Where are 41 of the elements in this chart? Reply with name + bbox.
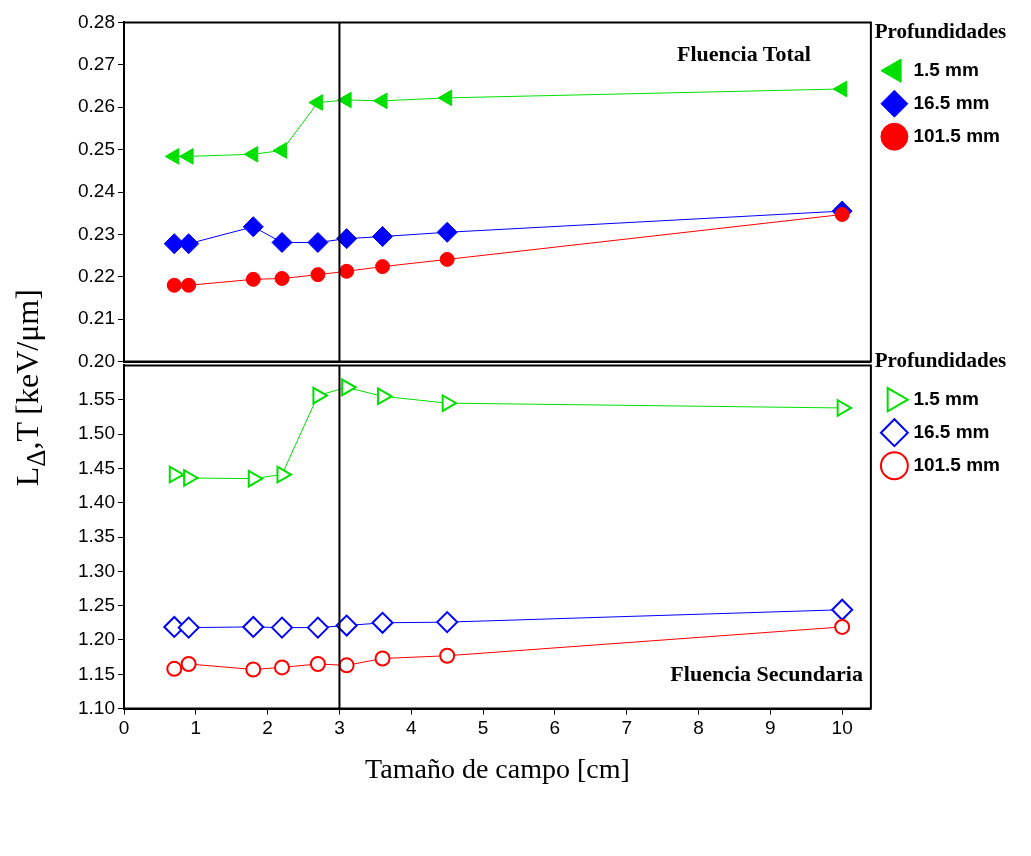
legend-label: 16.5 mm	[913, 91, 990, 113]
y-tick-label: 1.55	[78, 387, 115, 409]
legend-label: 101.5 mm	[913, 124, 1001, 146]
x-tick-label: 0	[118, 717, 130, 739]
y-tick-label: 1.30	[78, 559, 115, 581]
legend-label: 1.5 mm	[913, 58, 979, 80]
y-tick-label: 1.25	[78, 593, 115, 615]
legend-label: 1.5 mm	[913, 387, 979, 409]
y-tick-label: 0.22	[78, 265, 115, 287]
legend-title: Profundidades	[874, 347, 1007, 372]
legend-label: 16.5 mm	[913, 420, 990, 442]
x-tick-label: 10	[831, 717, 853, 739]
y-tick-label: 0.25	[78, 137, 115, 159]
y-tick-label: 0.24	[78, 180, 116, 202]
y-tick-label: 1.45	[78, 456, 115, 478]
y-tick-label: 1.20	[78, 628, 115, 650]
x-tick-label: 2	[262, 717, 273, 739]
x-tick-label: 3	[334, 717, 345, 739]
x-tick-label: 7	[621, 717, 632, 739]
y-tick-label: 1.40	[78, 490, 115, 512]
y-tick-label: 0.20	[78, 349, 115, 371]
legend-title: Profundidades	[874, 18, 1007, 43]
x-tick-label: 8	[693, 717, 704, 739]
y-tick-label: 1.10	[78, 696, 115, 718]
x-axis-title: Tamaño de campo [cm]	[365, 752, 630, 784]
x-tick-label: 6	[549, 717, 561, 739]
y-tick-label: 0.28	[78, 10, 115, 32]
annotation: Fluencia Secundaria	[670, 661, 863, 687]
y-tick-label: 1.50	[78, 422, 115, 444]
annotation: Fluencia Total	[677, 41, 811, 67]
y-tick-label: 1.35	[78, 525, 115, 547]
x-tick-label: 1	[190, 717, 202, 739]
y-tick-label: 0.26	[78, 95, 115, 117]
y-tick-label: 1.15	[78, 662, 115, 684]
x-tick-label: 9	[765, 717, 776, 739]
y-tick-label: 0.23	[78, 222, 115, 244]
y-tick-label: 0.21	[78, 307, 115, 329]
x-tick-label: 5	[477, 717, 489, 739]
y-tick-label: 0.27	[78, 53, 115, 75]
x-tick-label: 4	[405, 717, 417, 739]
legend-label: 101.5 mm	[913, 453, 1001, 475]
